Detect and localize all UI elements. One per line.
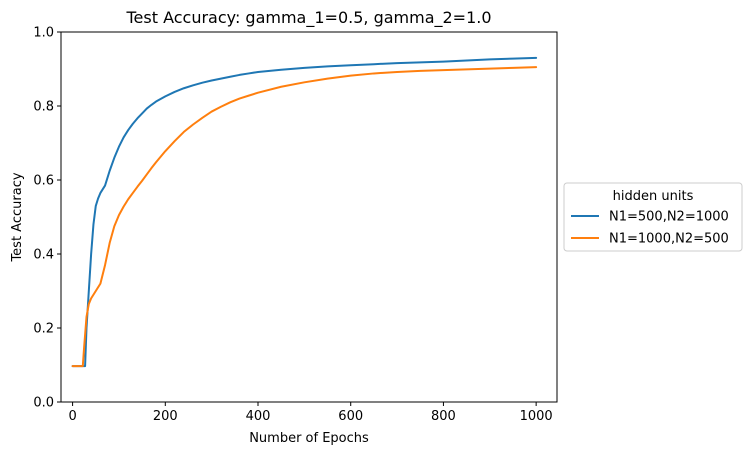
legend-label: N1=1000,N2=500 <box>609 232 729 247</box>
legend: hidden units N1=500,N2=1000 N1=1000,N2=50… <box>563 182 743 252</box>
y-tick-label: 0.8 <box>33 100 54 115</box>
plot-frame <box>60 31 558 403</box>
legend-box <box>563 182 743 252</box>
x-tick-label: 0 <box>68 409 76 424</box>
x-axis-label: Number of Epochs <box>249 431 369 446</box>
x-tick-label: 600 <box>338 409 363 424</box>
x-tick-label: 200 <box>153 409 178 424</box>
chart-title: Test Accuracy: gamma_1=0.5, gamma_2=1.0 <box>125 8 491 28</box>
x-tick-label: 400 <box>246 409 271 424</box>
x-tick-label: 800 <box>431 409 456 424</box>
y-tick-label: 0.2 <box>33 322 54 337</box>
y-tick-label: 1.0 <box>33 26 54 41</box>
y-axis-label: Test Accuracy <box>10 172 25 262</box>
legend-entries: N1=500,N2=1000 N1=1000,N2=500 <box>571 210 729 247</box>
x-tick-label: 1000 <box>520 409 553 424</box>
series-line-2 <box>71 66 538 368</box>
y-tick-label: 0.4 <box>33 248 54 263</box>
y-tick-label: 0.0 <box>33 396 54 411</box>
x-axis: 0 200 400 600 800 1000 <box>68 402 553 424</box>
y-axis: 0.0 0.2 0.4 0.6 0.8 1.0 <box>33 26 61 411</box>
series-line-1 <box>71 56 538 368</box>
y-tick-label: 0.6 <box>33 174 54 189</box>
legend-label: N1=500,N2=1000 <box>609 210 729 225</box>
legend-title: hidden units <box>613 189 694 204</box>
series-lines <box>71 56 538 368</box>
